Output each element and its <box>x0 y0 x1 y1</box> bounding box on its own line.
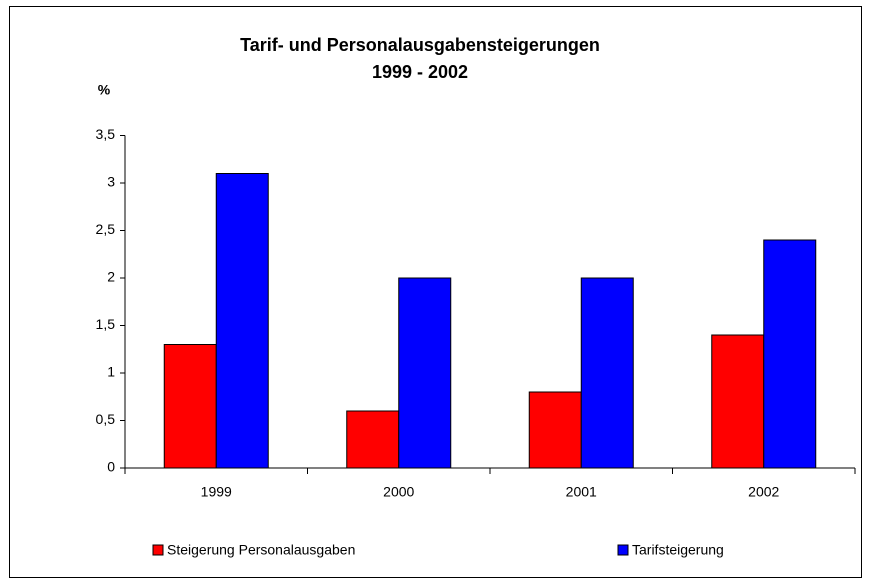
x-tick-label: 2002 <box>748 484 779 500</box>
x-tick-label: 2001 <box>566 484 597 500</box>
bar <box>215 173 269 469</box>
bar <box>528 391 582 469</box>
legend-swatch <box>152 544 164 556</box>
y-tick-label: 1 <box>107 364 115 380</box>
legend-label: Steigerung Personalausgaben <box>167 542 355 558</box>
y-tick-label: 0 <box>107 459 115 475</box>
bar <box>346 410 400 469</box>
x-tick-label: 1999 <box>201 484 232 500</box>
y-tick-label: 3,5 <box>96 126 116 142</box>
chart-subtitle: 1999 - 2002 <box>372 62 468 82</box>
y-axis-title: % <box>98 82 111 98</box>
bar <box>398 277 452 469</box>
x-tick-label: 2000 <box>383 484 414 500</box>
y-tick-label: 0,5 <box>96 411 116 427</box>
y-tick-label: 2,5 <box>96 221 116 237</box>
y-tick-label: 3 <box>107 174 115 190</box>
legend-label: Tarifsteigerung <box>632 542 724 558</box>
bar <box>580 277 634 469</box>
legend-swatch <box>617 544 629 556</box>
y-tick-label: 2 <box>107 269 115 285</box>
bar <box>763 239 817 469</box>
bar <box>163 344 217 469</box>
bar <box>711 334 765 469</box>
y-tick-label: 1,5 <box>96 316 116 332</box>
chart-title: Tarif- und Personalausgabensteigerungen <box>240 35 600 55</box>
